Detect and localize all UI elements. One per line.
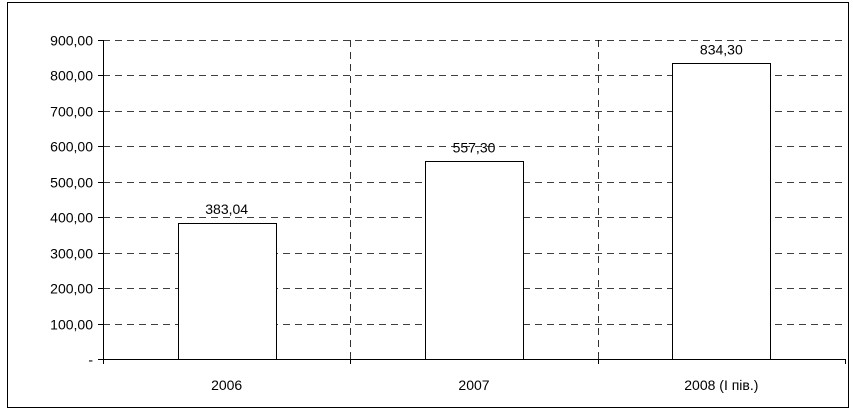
- data-label: 834,30: [700, 41, 743, 57]
- y-tick-label: 300,00: [50, 246, 93, 262]
- y-tick-label: 400,00: [50, 210, 93, 226]
- y-tick-label: 800,00: [50, 68, 93, 84]
- data-label: 557,30: [453, 139, 496, 155]
- bar-2: [425, 161, 524, 360]
- x-category-label: 2007: [458, 377, 489, 393]
- y-tick-label: 900,00: [50, 33, 93, 49]
- y-tick-label: 100,00: [50, 317, 93, 333]
- y-tick-label: 200,00: [50, 281, 93, 297]
- y-tick-label: 700,00: [50, 104, 93, 120]
- y-tick-label: 600,00: [50, 139, 93, 155]
- data-label: 383,04: [205, 201, 248, 217]
- y-tick-label: 500,00: [50, 175, 93, 191]
- y-tick-label: -: [88, 352, 93, 368]
- bar-3: [672, 63, 771, 360]
- bar-1: [178, 223, 277, 360]
- x-category-label: 2006: [211, 377, 242, 393]
- x-category-label: 2008 (I пів.): [684, 377, 758, 393]
